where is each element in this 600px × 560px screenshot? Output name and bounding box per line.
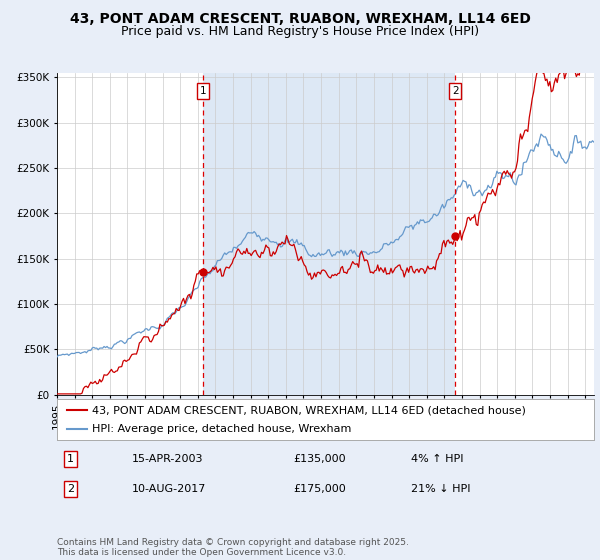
Bar [203, 73, 455, 395]
Text: £175,000: £175,000 [293, 484, 346, 494]
Text: 21% ↓ HPI: 21% ↓ HPI [412, 484, 471, 494]
Text: 10-AUG-2017: 10-AUG-2017 [132, 484, 206, 494]
Text: Contains HM Land Registry data © Crown copyright and database right 2025.
This d: Contains HM Land Registry data © Crown c… [57, 538, 409, 557]
Text: 43, PONT ADAM CRESCENT, RUABON, WREXHAM, LL14 6ED (detached house): 43, PONT ADAM CRESCENT, RUABON, WREXHAM,… [92, 405, 526, 415]
Text: 2: 2 [67, 484, 74, 494]
Text: 43, PONT ADAM CRESCENT, RUABON, WREXHAM, LL14 6ED: 43, PONT ADAM CRESCENT, RUABON, WREXHAM,… [70, 12, 530, 26]
Text: 1: 1 [200, 86, 206, 96]
Text: HPI: Average price, detached house, Wrexham: HPI: Average price, detached house, Wrex… [92, 424, 351, 433]
Text: £135,000: £135,000 [293, 454, 346, 464]
Text: 2: 2 [452, 86, 458, 96]
Text: 4% ↑ HPI: 4% ↑ HPI [412, 454, 464, 464]
Text: 15-APR-2003: 15-APR-2003 [132, 454, 203, 464]
Text: 1: 1 [67, 454, 74, 464]
Text: Price paid vs. HM Land Registry's House Price Index (HPI): Price paid vs. HM Land Registry's House … [121, 25, 479, 38]
